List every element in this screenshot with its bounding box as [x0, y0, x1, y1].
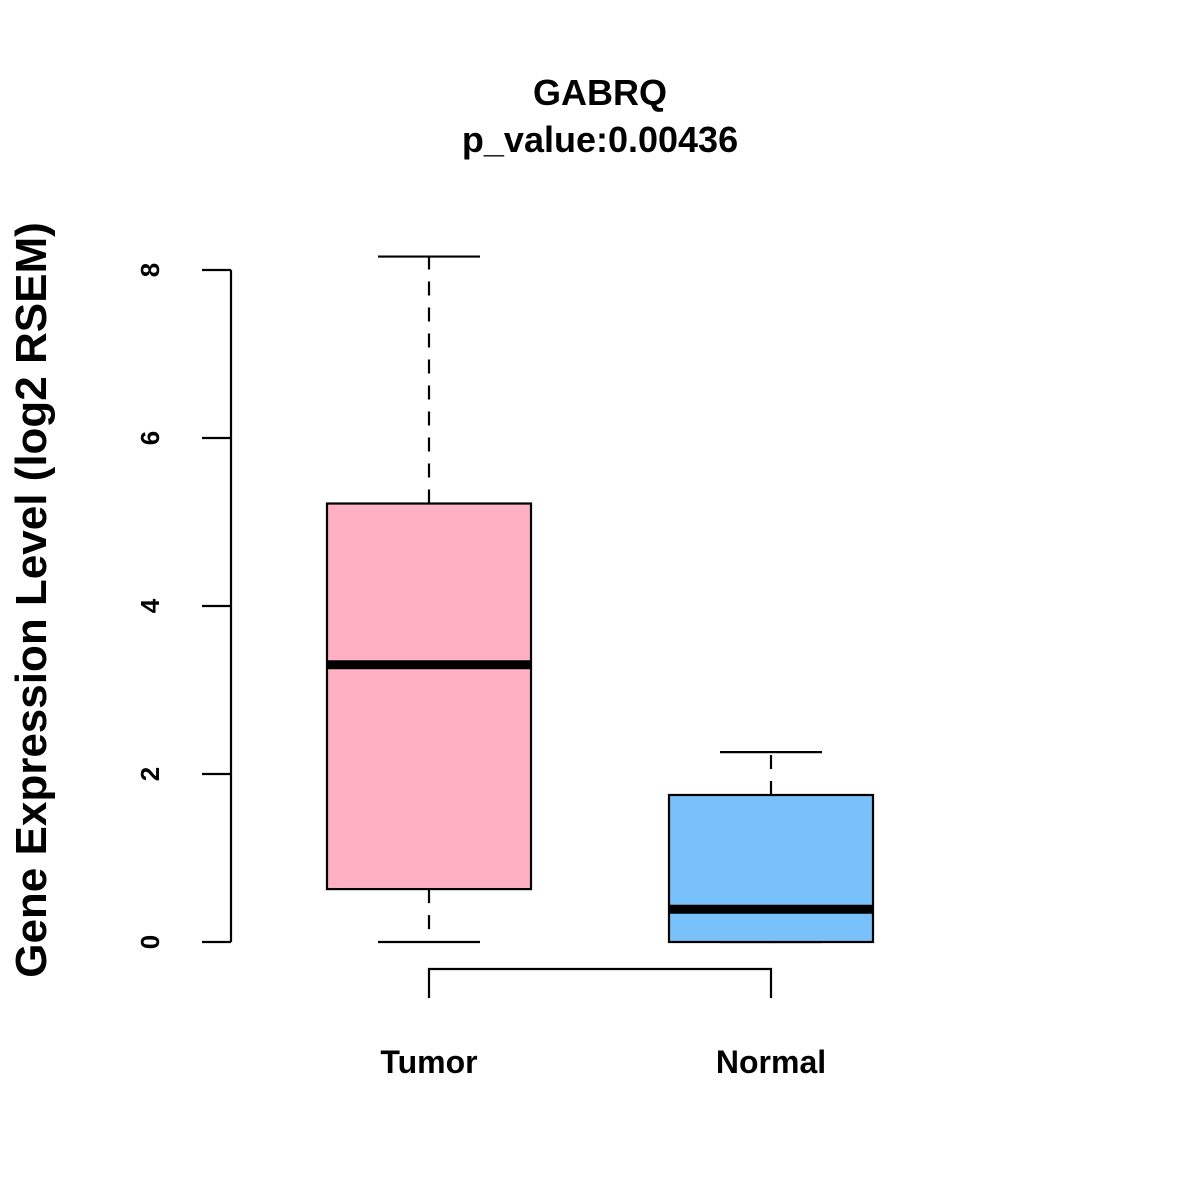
comparison-bracket: [427, 967, 773, 998]
box-normal: [667, 751, 875, 944]
y-tick-label: 6: [135, 431, 165, 445]
box-tumor: [325, 255, 533, 944]
iqr-box: [667, 793, 875, 944]
y-tick-label: 8: [135, 263, 165, 277]
chart-title: GABRQ: [533, 72, 667, 113]
y-axis: 0 2 4 6 8: [135, 263, 233, 949]
category-label-tumor: Tumor: [380, 1044, 477, 1080]
y-tick-label: 0: [135, 935, 165, 949]
iqr-box: [325, 502, 533, 891]
y-tick-label: 4: [135, 598, 165, 613]
y-tick-label: 2: [135, 767, 165, 781]
boxes: [325, 255, 875, 944]
chart-subtitle: p_value:0.00436: [462, 119, 738, 160]
bracket-path: [427, 967, 773, 998]
category-label-normal: Normal: [716, 1044, 826, 1080]
y-axis-label: Gene Expression Level (log2 RSEM): [7, 222, 56, 978]
category-labels: Tumor Normal: [380, 1044, 826, 1080]
